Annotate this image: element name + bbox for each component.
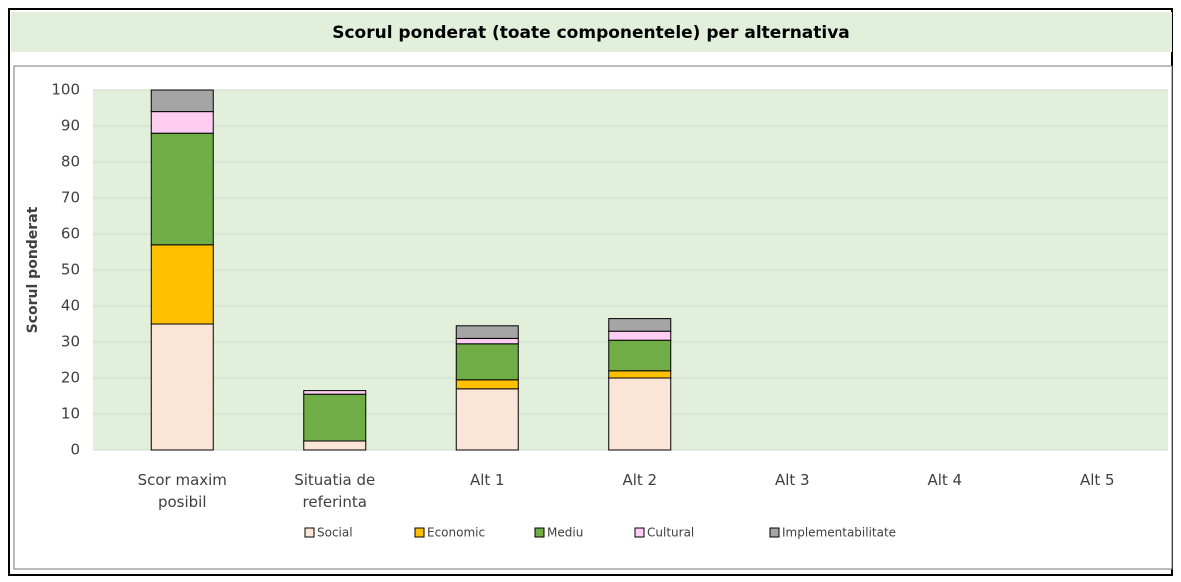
y-tick-label: 20 bbox=[61, 369, 80, 387]
legend-swatch bbox=[304, 527, 315, 538]
bar-segment bbox=[150, 111, 214, 134]
y-tick-label: 10 bbox=[61, 405, 80, 423]
bar-segment bbox=[303, 440, 367, 451]
legend-swatch bbox=[534, 527, 545, 538]
legend-label: Social bbox=[317, 526, 353, 540]
legend-label: Economic bbox=[427, 526, 485, 540]
bar-segment bbox=[455, 388, 519, 451]
chart-title: Scorul ponderat (toate componentele) per… bbox=[332, 23, 850, 43]
legend-label: Cultural bbox=[647, 526, 694, 540]
bar-segment bbox=[455, 379, 519, 390]
bar-segment bbox=[455, 337, 519, 345]
title-band bbox=[11, 12, 1172, 52]
bar-segment bbox=[608, 339, 672, 372]
y-tick-label: 40 bbox=[61, 297, 80, 315]
x-tick-label: Scor maxim posibil bbox=[138, 471, 227, 511]
legend-swatch bbox=[769, 527, 780, 538]
x-tick-label: Alt 5 bbox=[1080, 471, 1115, 489]
legend-label: Mediu bbox=[547, 526, 583, 540]
y-tick-label: 100 bbox=[51, 81, 80, 99]
bar-segment bbox=[150, 89, 214, 113]
x-tick-label: Alt 1 bbox=[470, 471, 505, 489]
bar-segment bbox=[150, 132, 214, 246]
y-axis-label: Scorul ponderat bbox=[25, 206, 41, 333]
y-tick-label: 90 bbox=[61, 117, 80, 135]
x-tick-label: Alt 2 bbox=[622, 471, 657, 489]
y-tick-label: 80 bbox=[61, 153, 80, 171]
y-tick-label: 70 bbox=[61, 189, 80, 207]
bar-segment bbox=[303, 393, 367, 442]
x-tick-label: Situatia de referinta bbox=[294, 471, 375, 511]
y-tick-label: 30 bbox=[61, 333, 80, 351]
legend-swatch bbox=[634, 527, 645, 538]
x-tick-label: Alt 4 bbox=[927, 471, 962, 489]
bar-segment bbox=[150, 323, 214, 451]
bar-segment bbox=[455, 343, 519, 381]
legend-swatch bbox=[414, 527, 425, 538]
bar-segment bbox=[608, 370, 672, 379]
bar-segment bbox=[303, 390, 367, 395]
bar-segment bbox=[608, 330, 672, 341]
bar-segment bbox=[608, 377, 672, 451]
y-tick-label: 60 bbox=[61, 225, 80, 243]
bar-segment bbox=[608, 318, 672, 332]
legend-label: Implementabilitate bbox=[782, 526, 896, 540]
x-tick-label: Alt 3 bbox=[775, 471, 810, 489]
y-tick-label: 50 bbox=[61, 261, 80, 279]
bar-segment bbox=[455, 325, 519, 339]
bar-segment bbox=[150, 244, 214, 325]
y-tick-label: 0 bbox=[70, 441, 80, 459]
